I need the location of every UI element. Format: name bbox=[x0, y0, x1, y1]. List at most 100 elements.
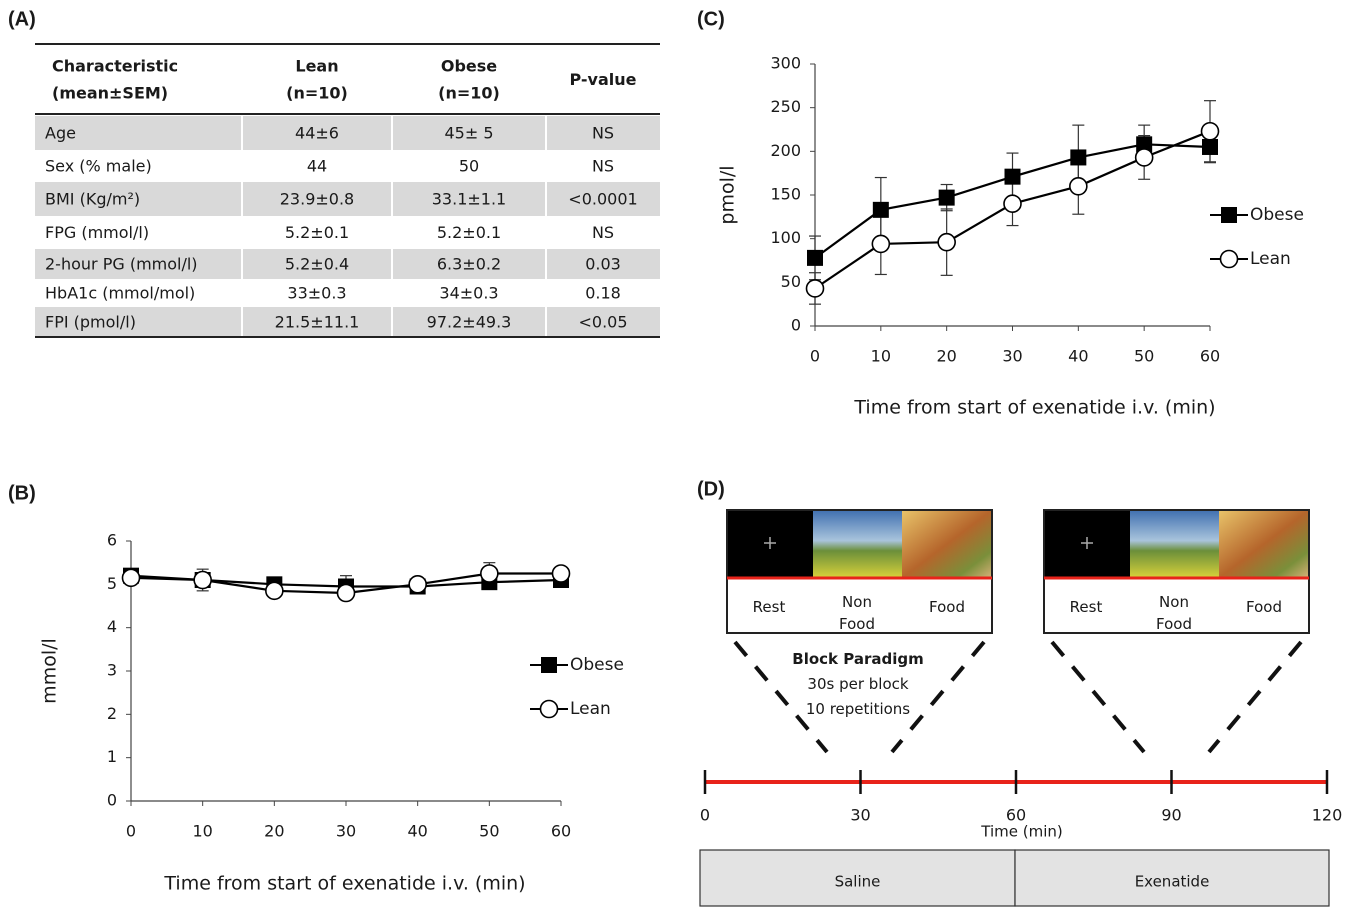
y-tick-label: 200 bbox=[770, 141, 801, 160]
table-header-line: (n=10) bbox=[286, 83, 348, 102]
x-tick-label: 40 bbox=[407, 822, 427, 841]
x-tick-label: 20 bbox=[264, 822, 284, 841]
table-cell: Age bbox=[45, 124, 76, 143]
table-cell: 44 bbox=[307, 157, 327, 176]
legend-marker bbox=[1219, 249, 1239, 269]
stage-label-line: Food bbox=[839, 615, 875, 633]
marker bbox=[408, 575, 427, 594]
table-header-line: (n=10) bbox=[438, 83, 500, 102]
timeline-tick-label: 120 bbox=[1312, 806, 1343, 825]
table-cell: 5.2±0.4 bbox=[285, 255, 349, 274]
condition-box bbox=[699, 849, 1016, 907]
condition-box bbox=[1014, 849, 1330, 907]
legend-label: Lean bbox=[1250, 249, 1291, 269]
table-header-line: Lean bbox=[295, 56, 338, 75]
legend-label: Obese bbox=[570, 655, 624, 675]
stage-label: Non Food bbox=[1156, 593, 1192, 633]
marker bbox=[872, 201, 889, 218]
marker bbox=[871, 234, 891, 254]
stage-label: Rest bbox=[1070, 598, 1103, 616]
legend-label: Lean bbox=[570, 699, 611, 719]
timeline-label: Time (min) bbox=[980, 823, 1062, 841]
marker bbox=[807, 249, 823, 266]
food-image bbox=[902, 510, 992, 578]
table-row-shade bbox=[35, 307, 660, 337]
timeline-tick-label: 0 bbox=[700, 806, 710, 825]
x-tick-label: 10 bbox=[871, 347, 891, 366]
marker bbox=[1070, 149, 1087, 166]
table-cell: 21.5±11.1 bbox=[275, 313, 360, 332]
x-tick-label: 30 bbox=[336, 822, 356, 841]
panel-label: (C) bbox=[697, 8, 725, 30]
table-header: P-value bbox=[569, 70, 636, 89]
table-cell: FPG (mmol/l) bbox=[45, 223, 149, 242]
y-tick-label: 100 bbox=[770, 228, 801, 247]
stage-label-line: Rest bbox=[753, 598, 786, 616]
table-header: Lean (n=10) bbox=[286, 56, 348, 102]
x-tick-label: 0 bbox=[126, 822, 136, 841]
y-tick-label: 50 bbox=[781, 272, 801, 291]
marker bbox=[1134, 148, 1154, 167]
marker bbox=[1200, 121, 1220, 141]
table-cell: 34±0.3 bbox=[439, 284, 498, 303]
panel-label: (D) bbox=[697, 478, 725, 500]
stage-label-line: Non bbox=[842, 593, 872, 611]
marker bbox=[805, 279, 825, 298]
x-tick-label: 60 bbox=[551, 822, 571, 841]
food-image bbox=[1219, 510, 1309, 578]
table-row-shade bbox=[35, 116, 660, 150]
legend-marker bbox=[1221, 207, 1237, 223]
table-cell: HbA1c (mmol/mol) bbox=[45, 284, 195, 303]
y-tick-label: 6 bbox=[107, 531, 117, 550]
table-cell: 50 bbox=[459, 157, 479, 176]
paradigm-text-line: 30s per block bbox=[807, 675, 908, 693]
y-tick-label: 300 bbox=[770, 54, 801, 73]
table-cell: 44±6 bbox=[295, 124, 339, 143]
panel-label: (B) bbox=[8, 482, 36, 504]
marker bbox=[193, 570, 212, 590]
paradigm-text-line: 10 repetitions bbox=[806, 700, 910, 718]
table-cell: 5.2±0.1 bbox=[437, 223, 501, 242]
y-tick-label: 0 bbox=[791, 316, 801, 335]
marker bbox=[1004, 168, 1021, 185]
condition-label: Exenatide bbox=[1135, 873, 1210, 891]
legend-marker bbox=[541, 657, 557, 673]
x-tick-label: 50 bbox=[1134, 347, 1154, 366]
table-cell: NS bbox=[592, 124, 614, 143]
legend-label: Obese bbox=[1250, 205, 1304, 225]
table-header-line: Obese bbox=[441, 56, 497, 75]
table-row-shade bbox=[35, 249, 660, 279]
table-cell: NS bbox=[592, 223, 614, 242]
zoom-line bbox=[733, 640, 829, 754]
table-cell: 33.1±1.1 bbox=[432, 190, 506, 209]
stage-label-line: Non bbox=[1159, 593, 1189, 611]
table-cell: 0.18 bbox=[585, 284, 621, 303]
marker bbox=[265, 581, 284, 601]
legend-marker bbox=[539, 699, 559, 719]
block-box bbox=[726, 509, 993, 634]
timeline-tick-label: 30 bbox=[850, 806, 870, 825]
y-tick-label: 1 bbox=[107, 747, 117, 766]
condition-label: Saline bbox=[835, 873, 881, 891]
table-cell: <0.0001 bbox=[568, 190, 637, 209]
x-axis-label: Time from start of exenatide i.v. (min) bbox=[853, 397, 1215, 419]
stage-label-line: Rest bbox=[1070, 598, 1103, 616]
zoom-line bbox=[1207, 640, 1303, 754]
x-axis-label: Time from start of exenatide i.v. (min) bbox=[163, 873, 525, 895]
stage-label: Non Food bbox=[839, 593, 875, 633]
stage-label: Food bbox=[929, 598, 965, 616]
stage-label: Rest bbox=[753, 598, 786, 616]
marker bbox=[938, 189, 955, 206]
table-cell: 33±0.3 bbox=[287, 284, 346, 303]
marker bbox=[551, 564, 571, 583]
x-tick-label: 50 bbox=[479, 822, 499, 841]
paradigm-text: Block Paradigm 30s per block 10 repetition… bbox=[792, 650, 923, 718]
timeline-tick-label: 90 bbox=[1161, 806, 1181, 825]
table-cell: 23.9±0.8 bbox=[280, 190, 354, 209]
y-tick-label: 0 bbox=[107, 791, 117, 810]
x-tick-label: 40 bbox=[1068, 347, 1088, 366]
table-cell: <0.05 bbox=[578, 313, 627, 332]
table-cell: 2-hour PG (mmol/l) bbox=[45, 255, 198, 274]
marker bbox=[1136, 136, 1153, 153]
table-cell: NS bbox=[592, 157, 614, 176]
